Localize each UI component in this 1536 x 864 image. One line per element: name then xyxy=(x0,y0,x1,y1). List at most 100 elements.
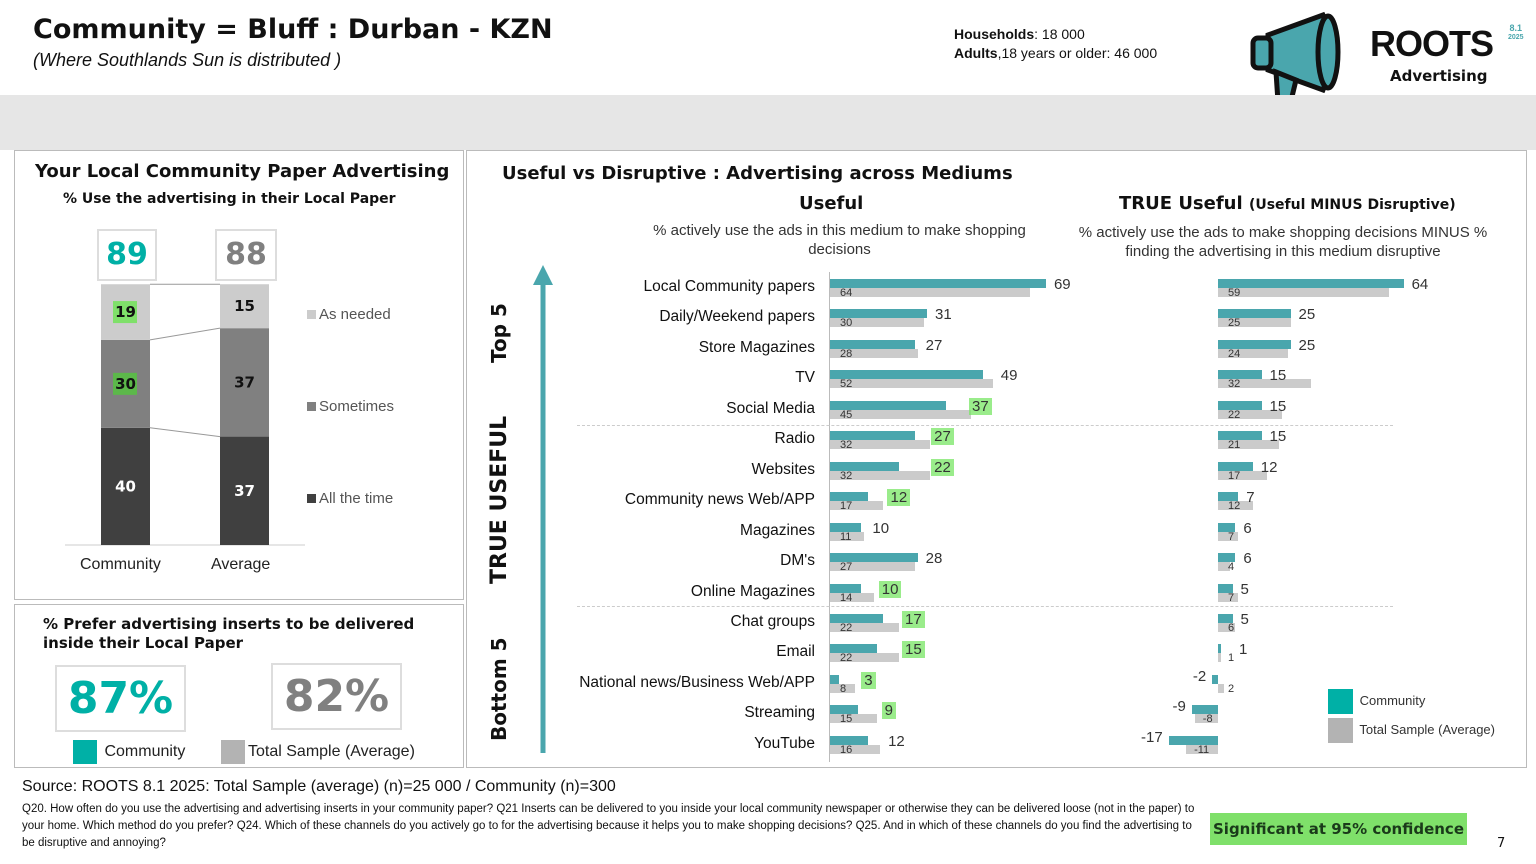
adults-label: Adults xyxy=(954,45,998,61)
true-community-value: 6 xyxy=(1243,550,1252,568)
useful-community-value: 12 xyxy=(888,732,905,750)
row-label: Magazines xyxy=(740,521,815,539)
useful-community-bar xyxy=(830,735,868,745)
row-label: Local Community papers xyxy=(643,278,815,295)
useful-average-bar xyxy=(830,501,884,511)
inserts-title: % Prefer advertising inserts to be deliv… xyxy=(43,615,415,652)
true-useful-heading-note: (Useful MINUS Disruptive) xyxy=(1248,197,1456,213)
true-average-bar xyxy=(1218,653,1221,663)
useful-description: % actively use the ads in this medium to… xyxy=(653,222,1026,258)
useful-heading: Useful xyxy=(799,193,864,214)
true-community-bar xyxy=(1218,400,1262,410)
group-separator xyxy=(577,606,1393,607)
useful-community-value: 22 xyxy=(931,458,954,476)
row-label: Daily/Weekend papers xyxy=(659,308,815,326)
row-label: YouTube xyxy=(754,734,815,752)
bar-segment-sometimes xyxy=(220,328,269,437)
legend-label: Community xyxy=(1359,692,1426,708)
useful-average-value: 17 xyxy=(840,500,853,513)
true-community-value: 12 xyxy=(1260,458,1278,476)
useful-community-value: 37 xyxy=(968,397,992,415)
inserts-average-value: 82% xyxy=(271,663,402,730)
useful-average-value: 22 xyxy=(840,652,853,665)
useful-community-value: 9 xyxy=(881,702,896,720)
true-average-value: 4 xyxy=(1228,561,1235,574)
useful-community-value: 31 xyxy=(935,306,952,324)
useful-community-value: 27 xyxy=(931,428,954,446)
useful-average-bar xyxy=(830,379,993,389)
community-total: 89 xyxy=(97,229,157,281)
chart-legend-average: Total Sample (Average) xyxy=(1328,718,1495,743)
true-average-value: 32 xyxy=(1228,378,1241,391)
useful-average-bar xyxy=(830,653,899,663)
average-total: 88 xyxy=(215,229,277,281)
true-community-bar xyxy=(1218,613,1233,623)
true-community-bar xyxy=(1218,309,1291,319)
legend-label: All the time xyxy=(319,490,394,507)
bar-value-label: 37 xyxy=(234,373,255,391)
true-average-bar xyxy=(1218,288,1390,297)
local-paper-panel: Your Local Community Paper Advertising %… xyxy=(14,150,464,600)
axis-label-top5: Top 5 xyxy=(487,303,511,363)
significance-highlight xyxy=(113,301,137,324)
row-label: Community news Web/APP xyxy=(624,491,815,509)
connector-line xyxy=(149,427,221,438)
true-average-value: 7 xyxy=(1228,530,1235,543)
useful-community-bar xyxy=(830,279,1046,288)
useful-average-value: 8 xyxy=(840,682,847,695)
page-subtitle: (Where Southlands Sun is distributed ) xyxy=(33,50,342,70)
true-community-bar xyxy=(1218,583,1233,593)
true-community-value: 25 xyxy=(1298,306,1316,324)
true-community-bar xyxy=(1218,431,1262,441)
true-community-value: 7 xyxy=(1246,489,1255,507)
useful-community-bar xyxy=(830,553,918,563)
useful-community-bar xyxy=(830,583,862,593)
true-community-value: -17 xyxy=(1141,728,1163,746)
useful-community-bar xyxy=(830,431,915,441)
true-average-bar xyxy=(1218,318,1291,328)
logo-year: 2025 xyxy=(1508,34,1524,41)
useful-community-value: 49 xyxy=(1000,367,1018,385)
useful-community-bar xyxy=(830,644,877,654)
page-title: Community = Bluff : Durban - KZN xyxy=(33,14,553,45)
useful-community-bar xyxy=(830,522,862,532)
useful-average-bar xyxy=(830,288,1031,297)
useful-average-bar xyxy=(830,592,874,602)
useful-community-bar xyxy=(830,461,899,471)
true-average-value: 1 xyxy=(1228,652,1235,665)
useful-community-bar xyxy=(830,674,840,684)
useful-community-value: 69 xyxy=(1053,276,1071,293)
true-community-value: 15 xyxy=(1269,397,1287,415)
x-label-average: Average xyxy=(211,556,271,573)
page-number: 7 xyxy=(1497,836,1506,851)
useful-community-value: 12 xyxy=(887,489,911,507)
true-community-bar xyxy=(1218,370,1262,380)
legend-all-the-time: All the time xyxy=(307,490,393,507)
true-community-bar xyxy=(1218,492,1239,502)
legend-swatch xyxy=(1328,689,1353,714)
useful-average-value: 16 xyxy=(840,743,853,756)
stacked-usage-chart: 40 30 19 37 37 15 xyxy=(65,283,305,546)
significance-badge: Significant at 95% confidence xyxy=(1210,813,1467,845)
true-useful-heading-text: TRUE Useful xyxy=(1119,193,1243,214)
useful-community-value: 15 xyxy=(902,641,925,659)
true-average-value: 12 xyxy=(1228,500,1241,513)
households-label: Households xyxy=(954,26,1035,42)
true-community-bar xyxy=(1218,553,1236,563)
row-label: DM's xyxy=(780,552,815,570)
true-average-bar xyxy=(1218,379,1311,389)
true-average-value: 25 xyxy=(1228,317,1241,330)
useful-average-bar xyxy=(830,683,856,693)
row-label: Radio xyxy=(774,430,816,448)
true-community-value: 15 xyxy=(1269,428,1287,446)
true-average-bar xyxy=(1194,714,1218,724)
true-community-value: 1 xyxy=(1239,641,1248,659)
useful-community-value: 3 xyxy=(861,671,876,689)
legend-swatch xyxy=(1328,718,1353,743)
true-average-bar xyxy=(1218,501,1253,511)
source-note: Source: ROOTS 8.1 2025: Total Sample (av… xyxy=(22,778,616,795)
useful-community-bar xyxy=(830,309,928,319)
true-useful-description: % actively use the ads to make shopping … xyxy=(1078,224,1488,260)
useful-community-bar xyxy=(830,705,859,715)
useful-average-bar xyxy=(830,409,971,419)
